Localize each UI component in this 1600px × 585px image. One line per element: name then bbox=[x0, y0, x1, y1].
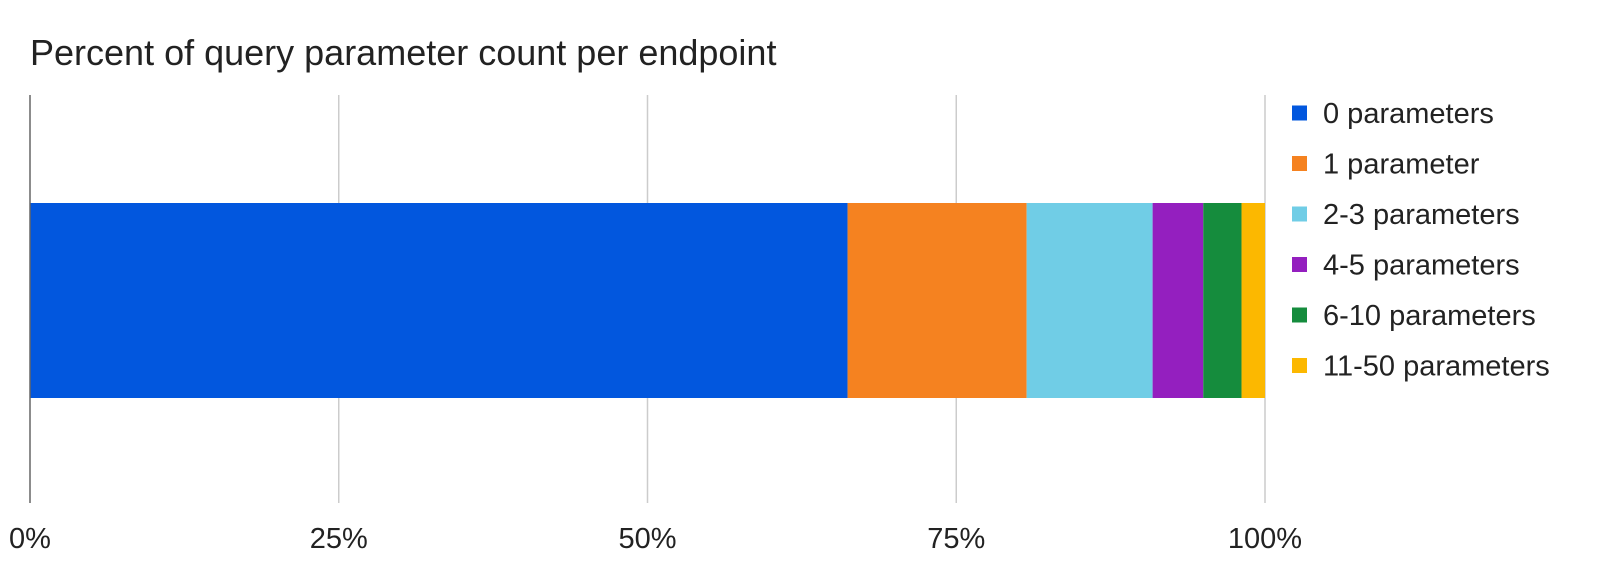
bar-segments bbox=[30, 203, 1265, 398]
legend-label: 2-3 parameters bbox=[1323, 199, 1520, 231]
legend-swatch bbox=[1292, 206, 1307, 222]
x-tick-label: 50% bbox=[618, 523, 676, 555]
x-tick-label: 75% bbox=[927, 523, 985, 555]
legend-item: 6-10 parameters bbox=[1292, 300, 1536, 332]
legend-label: 1 parameter bbox=[1323, 149, 1480, 181]
legend-swatch bbox=[1292, 156, 1307, 171]
legend-item: 4-5 parameters bbox=[1292, 250, 1520, 282]
x-axis-ticks: 0% 25% 50% 75% 100% bbox=[9, 523, 1302, 555]
bar-segment bbox=[1241, 203, 1265, 398]
legend-swatch bbox=[1292, 358, 1307, 373]
legend-label: 6-10 parameters bbox=[1323, 300, 1536, 332]
bar-segment bbox=[30, 203, 848, 398]
legend-item: 2-3 parameters bbox=[1292, 199, 1520, 231]
legend: 0 parameters 1 parameter 2-3 parameters 4-5… bbox=[1292, 98, 1550, 383]
bar-segment bbox=[1026, 203, 1153, 398]
bar-segment bbox=[1152, 203, 1204, 398]
x-tick-label: 25% bbox=[310, 523, 368, 555]
legend-swatch bbox=[1292, 307, 1307, 323]
legend-label: 11-50 parameters bbox=[1323, 351, 1550, 383]
bar-segment bbox=[1203, 203, 1242, 398]
legend-label: 0 parameters bbox=[1323, 98, 1494, 130]
legend-swatch bbox=[1292, 257, 1307, 272]
legend-item: 0 parameters bbox=[1292, 98, 1494, 130]
legend-item: 11-50 parameters bbox=[1292, 351, 1550, 383]
x-tick-label: 100% bbox=[1228, 523, 1302, 555]
legend-item: 1 parameter bbox=[1292, 149, 1480, 181]
legend-label: 4-5 parameters bbox=[1323, 250, 1520, 282]
x-tick-label: 0% bbox=[9, 523, 51, 555]
chart-title: Percent of query parameter count per end… bbox=[30, 32, 776, 73]
legend-swatch bbox=[1292, 105, 1307, 121]
bar-segment bbox=[847, 203, 1027, 398]
